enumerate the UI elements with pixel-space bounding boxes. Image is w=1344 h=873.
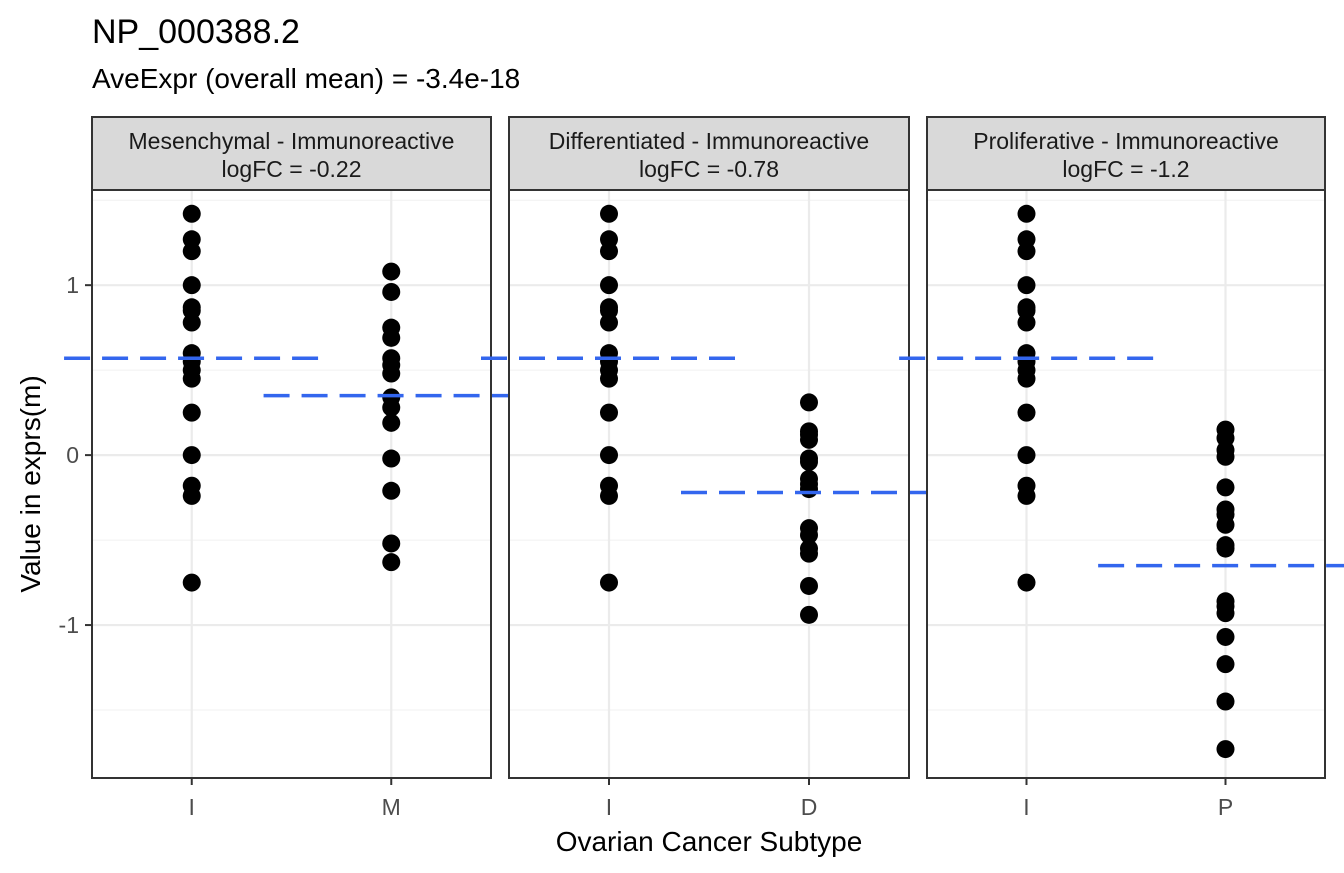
x-tick-label: M — [382, 794, 401, 820]
data-point — [1217, 628, 1235, 646]
data-point — [600, 370, 618, 388]
data-point — [183, 404, 201, 422]
data-point — [1217, 693, 1235, 711]
facet-strip-logfc: logFC = -1.2 — [1062, 156, 1189, 182]
facet-strip-logfc: logFC = -0.78 — [639, 156, 779, 182]
y-axis-title: Value in exprs(m) — [15, 375, 46, 592]
data-point — [382, 365, 400, 383]
data-point — [183, 574, 201, 592]
data-point — [1018, 205, 1036, 223]
data-point — [382, 414, 400, 432]
data-point — [183, 276, 201, 294]
y-tick-label: 0 — [66, 442, 79, 468]
data-point — [183, 370, 201, 388]
data-point — [1018, 242, 1036, 260]
data-point — [1018, 276, 1036, 294]
data-point — [800, 453, 818, 471]
data-point — [382, 283, 400, 301]
data-point — [1217, 516, 1235, 534]
x-tick-label: D — [801, 794, 818, 820]
y-tick-label: 1 — [66, 272, 79, 298]
data-point — [1018, 404, 1036, 422]
data-point — [600, 404, 618, 422]
data-point — [382, 482, 400, 500]
facet-strip-title: Differentiated - Immunoreactive — [549, 128, 869, 154]
data-point — [600, 574, 618, 592]
data-point — [382, 263, 400, 281]
panel-background — [92, 190, 491, 778]
data-point — [1217, 655, 1235, 673]
panel-background — [509, 190, 909, 778]
data-point — [1018, 314, 1036, 332]
data-point — [382, 450, 400, 468]
chart: Mesenchymal - ImmunoreactivelogFC = -0.2… — [0, 0, 1344, 873]
data-point — [382, 329, 400, 347]
data-point — [800, 480, 818, 498]
data-point — [600, 487, 618, 505]
data-point — [800, 606, 818, 624]
data-point — [1217, 540, 1235, 558]
data-point — [183, 205, 201, 223]
data-point — [382, 553, 400, 571]
panel-background — [927, 190, 1325, 778]
data-point — [382, 534, 400, 552]
data-point — [600, 446, 618, 464]
y-tick-label: -1 — [59, 612, 79, 638]
data-point — [800, 577, 818, 595]
x-tick-label: P — [1218, 794, 1233, 820]
data-point — [600, 205, 618, 223]
x-axis-title: Ovarian Cancer Subtype — [556, 826, 863, 857]
data-point — [600, 276, 618, 294]
facet-strip-logfc: logFC = -0.22 — [222, 156, 362, 182]
facet-strip-title: Mesenchymal - Immunoreactive — [129, 128, 455, 154]
facet-strip-title: Proliferative - Immunoreactive — [973, 128, 1279, 154]
data-point — [600, 242, 618, 260]
data-point — [800, 545, 818, 563]
data-point — [183, 314, 201, 332]
x-tick-label: I — [606, 794, 612, 820]
x-tick-label: I — [189, 794, 195, 820]
data-point — [800, 393, 818, 411]
data-point — [1217, 448, 1235, 466]
data-point — [183, 242, 201, 260]
data-point — [1018, 487, 1036, 505]
x-tick-label: I — [1023, 794, 1029, 820]
data-point — [183, 446, 201, 464]
data-point — [1217, 740, 1235, 758]
data-point — [1018, 574, 1036, 592]
data-point — [1217, 478, 1235, 496]
data-point — [183, 487, 201, 505]
data-point — [600, 314, 618, 332]
data-point — [1018, 446, 1036, 464]
data-point — [800, 431, 818, 449]
data-point — [1217, 604, 1235, 622]
data-point — [1018, 370, 1036, 388]
